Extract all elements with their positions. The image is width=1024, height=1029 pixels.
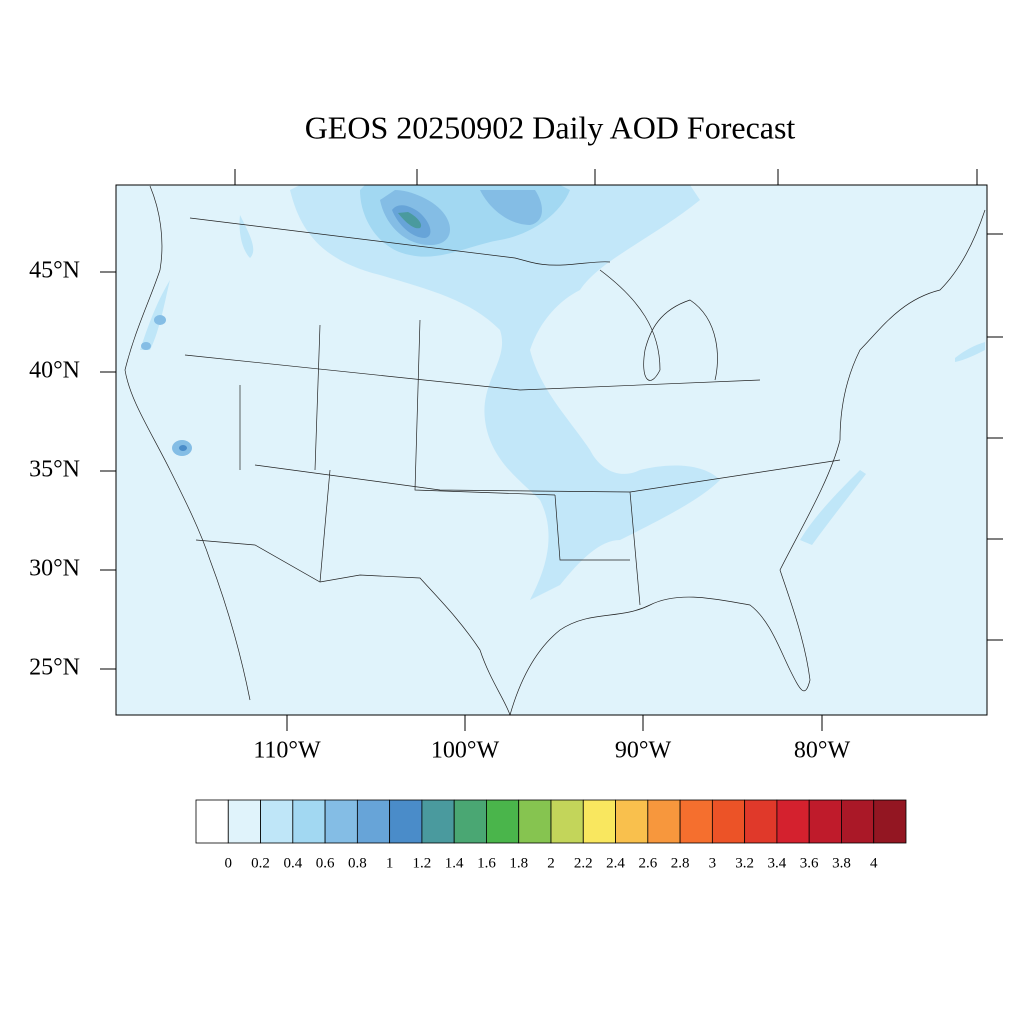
colorbar-box [873,799,907,844]
colorbar-box [550,799,584,844]
colorbar-box [744,799,778,844]
boundaries [124,185,986,716]
map-panel [100,169,1003,731]
colorbar-label: 1 [386,855,394,871]
colorbar-box [711,799,746,844]
lon-label: 90°W [615,738,672,764]
colorbar-label: 0 [225,855,233,871]
colorbar-box [356,799,391,844]
colorbar-label: 3.4 [768,855,787,871]
colorbar: 0 0.2 0.4 0.6 0.8 1 1.2 1.4 1.6 1.8 2 2.2 2.4 2.6 2.8 3… [195,799,907,871]
lat-label: 45°N [29,258,80,284]
colorbar-box [486,799,520,844]
colorbar-label: 1.2 [413,855,432,871]
colorbar-label: 2 [547,855,555,871]
map-frame [115,184,988,716]
colorbar-box [582,799,616,844]
lon-label: 100°W [431,738,500,764]
lon-label: 110°W [253,738,321,764]
lat-label: 25°N [29,655,80,681]
colorbar-label: 3.2 [735,855,754,871]
lat-label: 40°N [29,358,80,384]
lat-label: 35°N [29,457,80,483]
colorbar-label: 0.8 [348,855,367,871]
colorbar-box [841,799,875,844]
colorbar-label: 0.2 [251,855,270,871]
colorbar-label: 2.2 [574,855,593,871]
map-title: GEOS 20250902 Daily AOD Forecast [305,109,796,145]
colorbar-box [324,799,358,844]
colorbar-label: 2.4 [606,855,625,871]
colorbar-label: 1.6 [477,855,496,871]
colorbar-label: 1.8 [509,855,528,871]
colorbar-box [421,799,455,844]
colorbar-label: 0.6 [316,855,335,871]
colorbar-label: 2.6 [638,855,657,871]
colorbar-label: 3.8 [832,855,851,871]
colorbar-label: 2.8 [671,855,690,871]
axis-labels: 45°N 40°N 35°N 30°N 25°N 110°W 100°W 90°W 80°W [29,258,850,764]
colorbar-box [776,799,810,844]
graticule-ticks [100,169,1003,731]
colorbar-label: 0.4 [283,855,302,871]
colorbar-box [518,799,552,844]
colorbar-box [195,799,229,844]
lon-label: 80°W [794,738,851,764]
colorbar-box [260,799,294,844]
colorbar-box [227,799,261,844]
lat-label: 30°N [29,556,80,582]
colorbar-box [808,799,842,844]
colorbar-box [389,799,423,844]
colorbar-label: 3.6 [800,855,819,871]
colorbar-box [615,799,649,844]
colorbar-box [292,799,326,844]
colorbar-label: 1.4 [445,855,464,871]
colorbar-label: 3 [709,855,717,871]
aod-field [140,185,985,600]
colorbar-label: 4 [870,855,878,871]
colorbar-box [679,799,713,844]
colorbar-box [453,799,487,844]
colorbar-box [647,799,681,844]
